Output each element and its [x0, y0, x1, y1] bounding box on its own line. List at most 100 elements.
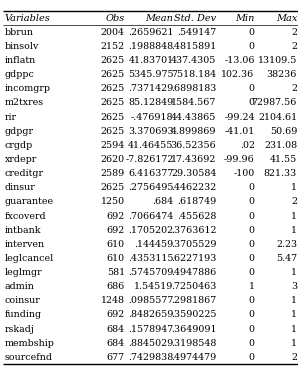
- Text: .6898183: .6898183: [171, 84, 216, 93]
- Text: .7371429: .7371429: [128, 84, 173, 93]
- Text: gdpgr: gdpgr: [5, 127, 33, 136]
- Text: 684: 684: [107, 324, 125, 334]
- Text: 0: 0: [249, 254, 255, 263]
- Text: 0: 0: [249, 310, 255, 319]
- Text: .5745709: .5745709: [128, 268, 173, 277]
- Text: 821.33: 821.33: [264, 169, 297, 178]
- Text: .684: .684: [152, 197, 173, 206]
- Text: 1: 1: [291, 310, 297, 319]
- Text: coinsur: coinsur: [5, 296, 40, 305]
- Text: 38236: 38236: [267, 70, 297, 79]
- Text: 2594: 2594: [101, 141, 125, 150]
- Text: 6.416377: 6.416377: [128, 169, 173, 178]
- Text: 3: 3: [291, 282, 297, 291]
- Text: 41.83701: 41.83701: [129, 56, 173, 65]
- Text: 4.899869: 4.899869: [171, 127, 216, 136]
- Text: 0: 0: [249, 212, 255, 221]
- Text: 85.12849: 85.12849: [128, 98, 173, 107]
- Text: 2625: 2625: [101, 56, 125, 65]
- Text: 1: 1: [291, 339, 297, 348]
- Text: 2625: 2625: [101, 183, 125, 192]
- Text: m2txres: m2txres: [5, 98, 44, 107]
- Text: incomgrp: incomgrp: [5, 84, 51, 93]
- Text: bbrun: bbrun: [5, 28, 33, 37]
- Text: 17.43692: 17.43692: [171, 155, 216, 164]
- Text: 1: 1: [291, 268, 297, 277]
- Text: .2756495: .2756495: [128, 183, 173, 192]
- Text: rskadj: rskadj: [5, 324, 34, 334]
- Text: .3763612: .3763612: [171, 226, 216, 235]
- Text: 437.4305: 437.4305: [171, 56, 216, 65]
- Text: .4462232: .4462232: [171, 183, 216, 192]
- Text: .8845029: .8845029: [128, 339, 173, 348]
- Text: .549147: .549147: [177, 28, 216, 37]
- Text: 0: 0: [249, 183, 255, 192]
- Text: 610: 610: [107, 240, 125, 249]
- Text: 2620: 2620: [101, 155, 125, 164]
- Text: -.476918: -.476918: [131, 112, 173, 121]
- Text: 0: 0: [249, 84, 255, 93]
- Text: 41.46455: 41.46455: [128, 141, 173, 150]
- Text: -7.826172: -7.826172: [125, 155, 173, 164]
- Text: 231.08: 231.08: [264, 141, 297, 150]
- Text: sourcefnd: sourcefnd: [5, 353, 52, 362]
- Text: .0985577: .0985577: [128, 296, 173, 305]
- Text: Variables: Variables: [5, 14, 50, 23]
- Text: 2004: 2004: [101, 28, 125, 37]
- Text: 36.52356: 36.52356: [171, 141, 216, 150]
- Text: 1250: 1250: [101, 197, 125, 206]
- Text: 677: 677: [107, 353, 125, 362]
- Text: .618749: .618749: [177, 197, 216, 206]
- Text: creditgr: creditgr: [5, 169, 43, 178]
- Text: 1: 1: [291, 212, 297, 221]
- Text: gdppc: gdppc: [5, 70, 34, 79]
- Text: .455628: .455628: [177, 212, 216, 221]
- Text: .2981867: .2981867: [171, 296, 216, 305]
- Text: 72987.56: 72987.56: [252, 98, 297, 107]
- Text: 1: 1: [291, 183, 297, 192]
- Text: 0: 0: [249, 226, 255, 235]
- Text: 0: 0: [249, 324, 255, 334]
- Text: 2625: 2625: [101, 127, 125, 136]
- Text: 0: 0: [249, 42, 255, 51]
- Text: .7429838: .7429838: [128, 353, 173, 362]
- Text: 684: 684: [107, 339, 125, 348]
- Text: -41.01: -41.01: [224, 127, 255, 136]
- Text: 2104.61: 2104.61: [258, 112, 297, 121]
- Text: 1: 1: [291, 296, 297, 305]
- Text: xrdepr: xrdepr: [5, 155, 37, 164]
- Text: .1705202: .1705202: [129, 226, 173, 235]
- Text: 1248: 1248: [101, 296, 125, 305]
- Text: Std. Dev: Std. Dev: [174, 14, 216, 23]
- Text: 0: 0: [249, 28, 255, 37]
- Text: 2: 2: [291, 84, 297, 93]
- Text: membship: membship: [5, 339, 54, 348]
- Text: 50.69: 50.69: [270, 127, 297, 136]
- Text: 1: 1: [291, 226, 297, 235]
- Text: 1: 1: [291, 324, 297, 334]
- Text: 0: 0: [249, 339, 255, 348]
- Text: 102.36: 102.36: [221, 70, 255, 79]
- Text: 2625: 2625: [101, 112, 125, 121]
- Text: -13.06: -13.06: [224, 56, 255, 65]
- Text: 0: 0: [249, 353, 255, 362]
- Text: 581: 581: [107, 268, 125, 277]
- Text: 5.47: 5.47: [276, 254, 297, 263]
- Text: 692: 692: [107, 212, 125, 221]
- Text: Mean: Mean: [146, 14, 173, 23]
- Text: 41.55: 41.55: [270, 155, 297, 164]
- Text: 2: 2: [291, 353, 297, 362]
- Text: .3590225: .3590225: [171, 310, 216, 319]
- Text: 2589: 2589: [101, 169, 125, 178]
- Text: leglcancel: leglcancel: [5, 254, 54, 263]
- Text: rir: rir: [5, 112, 17, 121]
- Text: .7250463: .7250463: [171, 282, 216, 291]
- Text: crgdp: crgdp: [5, 141, 33, 150]
- Text: 0: 0: [249, 98, 255, 107]
- Text: 1584.567: 1584.567: [171, 98, 216, 107]
- Text: 2625: 2625: [101, 70, 125, 79]
- Text: dinsur: dinsur: [5, 183, 35, 192]
- Text: .2659621: .2659621: [128, 28, 173, 37]
- Text: 686: 686: [107, 282, 125, 291]
- Text: .3198548: .3198548: [171, 339, 216, 348]
